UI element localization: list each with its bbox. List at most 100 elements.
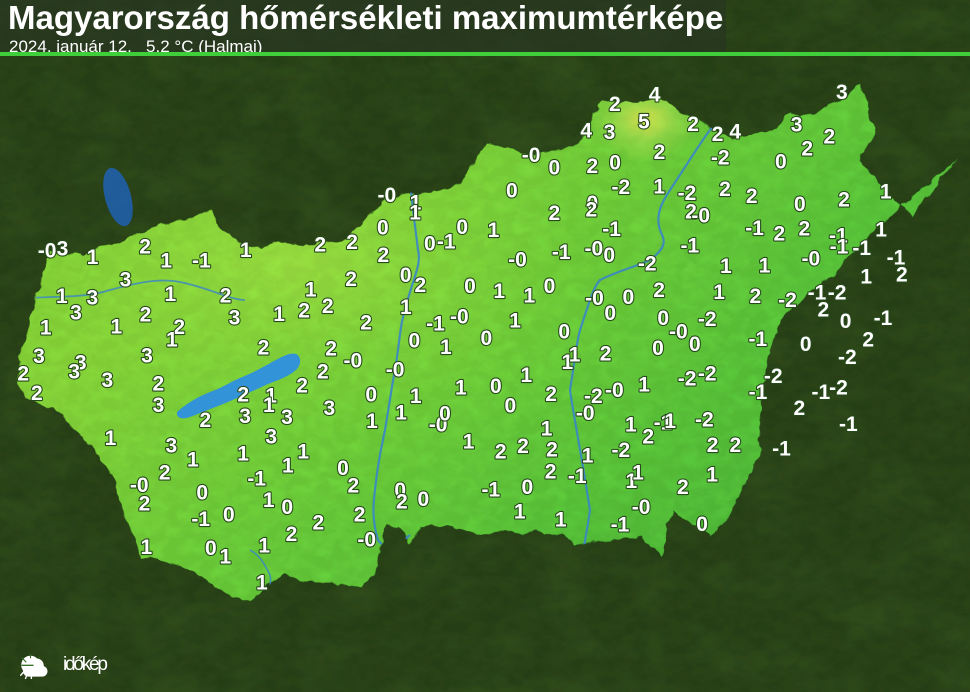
svg-text:-1: -1 [481, 478, 500, 501]
svg-text:-1: -1 [426, 313, 445, 336]
svg-text:0: 0 [794, 193, 806, 216]
svg-text:2: 2 [774, 222, 786, 245]
svg-text:-2: -2 [612, 439, 631, 462]
svg-text:0: 0 [506, 180, 518, 203]
svg-text:-1: -1 [191, 508, 210, 531]
svg-text:1: 1 [664, 410, 676, 433]
svg-text:0: 0 [623, 286, 635, 309]
svg-text:0: 0 [657, 307, 669, 330]
svg-text:1: 1 [569, 344, 581, 367]
svg-text:2: 2 [642, 426, 654, 449]
svg-text:2: 2 [345, 268, 357, 291]
svg-text:-2: -2 [698, 363, 717, 386]
svg-text:1: 1 [263, 394, 275, 417]
svg-text:1: 1 [282, 455, 294, 478]
svg-text:0: 0 [377, 217, 389, 240]
svg-text:-2: -2 [764, 365, 783, 388]
svg-text:-0: -0 [377, 184, 396, 207]
svg-text:2: 2 [396, 491, 408, 514]
svg-text:3: 3 [102, 369, 114, 392]
svg-text:3: 3 [836, 81, 848, 104]
svg-text:-0: -0 [801, 248, 820, 271]
svg-text:1: 1 [440, 336, 452, 359]
svg-text:3: 3 [229, 307, 241, 330]
svg-text:2: 2 [312, 511, 324, 534]
svg-text:2: 2 [237, 384, 249, 407]
svg-text:2: 2 [346, 231, 358, 254]
svg-text:0: 0 [604, 302, 616, 325]
svg-text:1: 1 [653, 176, 665, 199]
svg-text:2: 2 [139, 236, 151, 259]
svg-text:0: 0 [800, 333, 812, 356]
svg-text:3: 3 [87, 287, 99, 310]
svg-text:-2: -2 [698, 308, 717, 331]
svg-text:0: 0 [603, 244, 615, 267]
svg-text:1: 1 [509, 310, 521, 333]
svg-text:1: 1 [87, 246, 99, 269]
svg-text:1: 1 [860, 265, 872, 288]
svg-text:1: 1 [165, 283, 177, 306]
svg-text:0: 0 [775, 150, 787, 173]
svg-text:2: 2 [17, 363, 29, 386]
svg-text:2: 2 [347, 474, 359, 497]
svg-text:1: 1 [366, 410, 378, 433]
svg-text:2: 2 [823, 125, 835, 148]
svg-text:2: 2 [517, 435, 529, 458]
svg-text:-0: -0 [585, 287, 604, 310]
svg-text:2: 2 [896, 264, 908, 287]
svg-text:1: 1 [258, 534, 270, 557]
svg-text:1: 1 [111, 315, 123, 338]
svg-text:1: 1 [524, 284, 536, 307]
svg-text:2: 2 [495, 441, 507, 464]
svg-text:1: 1 [409, 202, 421, 225]
svg-text:2: 2 [296, 375, 308, 398]
svg-text:2: 2 [609, 93, 621, 116]
svg-text:3: 3 [120, 268, 132, 291]
svg-text:-1: -1 [611, 514, 630, 537]
svg-text:1: 1 [166, 329, 178, 352]
svg-text:-1: -1 [812, 381, 831, 404]
svg-text:0: 0 [424, 233, 436, 256]
svg-text:-1: -1 [247, 468, 266, 491]
svg-text:2: 2 [546, 439, 558, 462]
svg-text:2: 2 [677, 476, 689, 499]
svg-text:3: 3 [33, 345, 45, 368]
svg-text:2: 2 [585, 199, 597, 222]
svg-text:2: 2 [258, 336, 270, 359]
svg-text:2: 2 [286, 523, 298, 546]
svg-text:1: 1 [240, 239, 252, 262]
svg-text:0: 0 [652, 337, 664, 360]
svg-text:-1: -1 [772, 438, 791, 461]
svg-text:0: 0 [689, 333, 701, 356]
svg-text:1: 1 [40, 317, 52, 340]
svg-text:-2: -2 [838, 346, 857, 369]
svg-text:1: 1 [219, 545, 231, 568]
svg-text:0: 0 [196, 481, 208, 504]
svg-text:-1: -1 [852, 237, 871, 260]
svg-text:1: 1 [237, 443, 249, 466]
svg-text:-1: -1 [681, 235, 700, 258]
svg-text:1: 1 [514, 500, 526, 523]
svg-text:1: 1 [463, 431, 475, 454]
svg-text:2: 2 [325, 337, 337, 360]
svg-text:2: 2 [31, 382, 43, 405]
svg-text:-0: -0 [386, 359, 405, 382]
svg-text:2: 2 [653, 279, 665, 302]
svg-text:2: 2 [801, 138, 813, 161]
svg-text:2: 2 [707, 434, 719, 457]
svg-text:-1: -1 [192, 250, 211, 273]
svg-text:3: 3 [324, 397, 336, 420]
svg-text:3: 3 [265, 426, 277, 449]
svg-text:2: 2 [140, 303, 152, 326]
svg-text:1: 1 [395, 401, 407, 424]
svg-text:-1: -1 [552, 241, 571, 264]
svg-text:0: 0 [223, 504, 235, 527]
svg-text:0: 0 [409, 330, 421, 353]
svg-text:4: 4 [729, 121, 741, 144]
svg-text:3: 3 [57, 238, 69, 261]
svg-text:1: 1 [273, 303, 285, 326]
svg-text:-0: -0 [450, 306, 469, 329]
svg-text:0: 0 [558, 321, 570, 344]
svg-text:2: 2 [730, 434, 742, 457]
svg-text:1: 1 [541, 417, 553, 440]
